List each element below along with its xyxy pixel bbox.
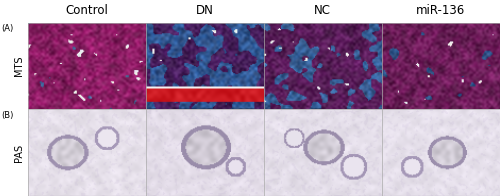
Text: (B): (B) — [1, 111, 14, 120]
Text: miR-136: miR-136 — [416, 4, 466, 17]
Text: Control: Control — [65, 4, 108, 17]
Text: NC: NC — [314, 4, 332, 17]
Text: (A): (A) — [1, 24, 13, 34]
Text: MTS: MTS — [14, 56, 24, 76]
Text: DN: DN — [196, 4, 214, 17]
Text: PAS: PAS — [14, 144, 24, 162]
